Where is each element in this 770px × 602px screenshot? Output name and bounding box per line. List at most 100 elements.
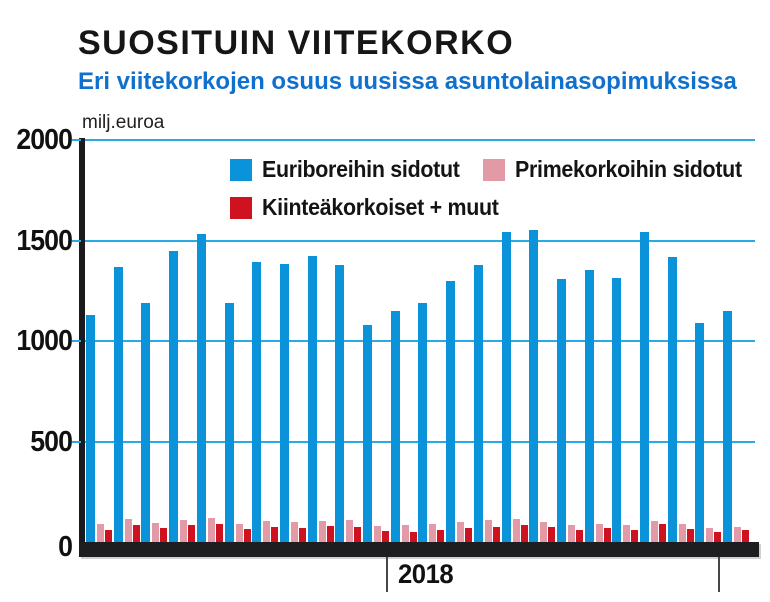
- euribor-bar-7: [279, 263, 289, 542]
- prime-bar-4: [207, 517, 215, 542]
- fixed-bar-18: [603, 527, 611, 542]
- legend-item-2: Kiinteäkorkoiset + muut: [230, 194, 516, 221]
- euribor-bar-14: [473, 264, 483, 542]
- euribor-bar-22: [695, 322, 705, 542]
- legend-swatch-icon: [230, 196, 252, 219]
- fixed-bar-3: [188, 524, 196, 542]
- legend: Euriboreihin sidotut Primekorkoihin sidot…: [84, 140, 755, 230]
- prime-bar-20: [651, 520, 658, 542]
- fixed-bar-7: [298, 527, 306, 542]
- x-axis-year-label: 2018: [397, 559, 454, 589]
- y-axis-label-0: 0: [58, 531, 73, 563]
- euribor-bar-2: [141, 302, 151, 542]
- prime-bar-0: [97, 523, 104, 542]
- fixed-bar-15: [520, 524, 528, 542]
- fixed-bar-12: [437, 529, 445, 542]
- fixed-bar-22: [714, 531, 722, 542]
- prime-bar-12: [429, 523, 437, 542]
- prime-bar-21: [678, 523, 686, 542]
- euribor-bar-13: [446, 280, 456, 542]
- prime-bar-5: [235, 523, 243, 542]
- fixed-bar-10: [382, 530, 389, 542]
- y-axis-unit-label: milj.euroa: [82, 112, 165, 133]
- euribor-bar-4: [196, 234, 206, 542]
- y-axis-line: [79, 138, 85, 542]
- euribor-bar-0: [86, 314, 95, 542]
- prime-bar-6: [263, 520, 271, 542]
- euribor-bar-23: [723, 310, 733, 542]
- x-axis-line: [79, 542, 759, 557]
- euribor-bar-17: [556, 278, 566, 542]
- euribor-bar-19: [612, 277, 622, 542]
- plot-area: Euriboreihin sidotut Primekorkoihin sidot…: [84, 139, 755, 542]
- fixed-bar-0: [105, 529, 112, 542]
- euribor-bar-21: [667, 256, 677, 542]
- euribor-bar-20: [640, 232, 649, 542]
- legend-item-0: Euriboreihin sidotut: [230, 156, 475, 183]
- euribor-bar-9: [335, 264, 345, 542]
- euribor-bar-11: [390, 310, 400, 542]
- fixed-bar-11: [409, 531, 417, 542]
- prime-bar-1: [124, 518, 132, 542]
- y-tick-mark: [72, 340, 81, 342]
- prime-bar-10: [374, 525, 381, 542]
- fixed-bar-6: [271, 526, 279, 542]
- page-subtitle: Eri viitekorkojen osuus uusissa asuntola…: [78, 68, 737, 95]
- fixed-bar-5: [243, 528, 251, 542]
- euribor-bar-5: [224, 302, 234, 542]
- fixed-bar-23: [742, 529, 750, 542]
- y-axis-label-500: 500: [30, 425, 73, 458]
- fixed-bar-17: [575, 529, 583, 542]
- legend-label: Kiinteäkorkoiset + muut: [262, 194, 499, 220]
- prime-bar-8: [318, 520, 326, 542]
- fixed-bar-13: [465, 527, 473, 542]
- euribor-bar-12: [418, 302, 428, 542]
- fixed-bar-19: [631, 529, 639, 542]
- euribor-bar-6: [252, 261, 262, 542]
- fixed-bar-14: [492, 526, 500, 542]
- euribor-bar-18: [584, 269, 594, 542]
- legend-label: Primekorkoihin sidotut: [515, 156, 742, 182]
- prime-bar-14: [484, 519, 492, 542]
- fixed-bar-20: [659, 523, 666, 542]
- y-tick-mark: [72, 440, 81, 443]
- euribor-bar-3: [169, 250, 179, 542]
- x-tick-mark-1: [718, 557, 721, 592]
- prime-bar-9: [346, 519, 354, 542]
- euribor-bar-1: [113, 266, 123, 542]
- gridline-1500: [84, 239, 755, 242]
- fixed-bar-21: [686, 528, 694, 542]
- prime-bar-11: [401, 524, 409, 542]
- legend-swatch-icon: [230, 158, 252, 181]
- fixed-bar-4: [215, 523, 223, 542]
- prime-bar-7: [290, 521, 298, 542]
- prime-bar-19: [623, 524, 631, 542]
- fixed-bar-1: [132, 524, 140, 542]
- page-title: SUOSITUIN VIITEKORKO: [78, 24, 515, 62]
- prime-bar-23: [734, 526, 742, 542]
- gridline-2000: [84, 139, 755, 141]
- prime-bar-22: [706, 527, 714, 542]
- y-axis-label-1500: 1500: [16, 224, 73, 257]
- euribor-bar-10: [363, 324, 372, 542]
- fixed-bar-2: [160, 527, 168, 542]
- x-tick-mark-0: [385, 557, 388, 592]
- euribor-bar-16: [529, 230, 539, 542]
- prime-bar-16: [540, 521, 548, 542]
- legend-item-1: Primekorkoihin sidotut: [483, 156, 759, 183]
- y-axis-label-1000: 1000: [16, 325, 73, 357]
- legend-label: Euriboreihin sidotut: [262, 156, 460, 182]
- fixed-bar-9: [354, 526, 362, 542]
- prime-bar-17: [567, 524, 575, 542]
- fixed-bar-8: [326, 525, 334, 542]
- prime-bar-18: [595, 523, 603, 542]
- y-axis-label-2000: 2000: [16, 124, 73, 156]
- y-tick-mark: [72, 239, 81, 242]
- y-tick-mark: [72, 139, 81, 141]
- euribor-bar-8: [307, 255, 317, 542]
- fixed-bar-16: [548, 526, 556, 542]
- prime-bar-15: [512, 518, 520, 542]
- euribor-bar-15: [501, 232, 511, 542]
- prime-bar-2: [152, 522, 160, 542]
